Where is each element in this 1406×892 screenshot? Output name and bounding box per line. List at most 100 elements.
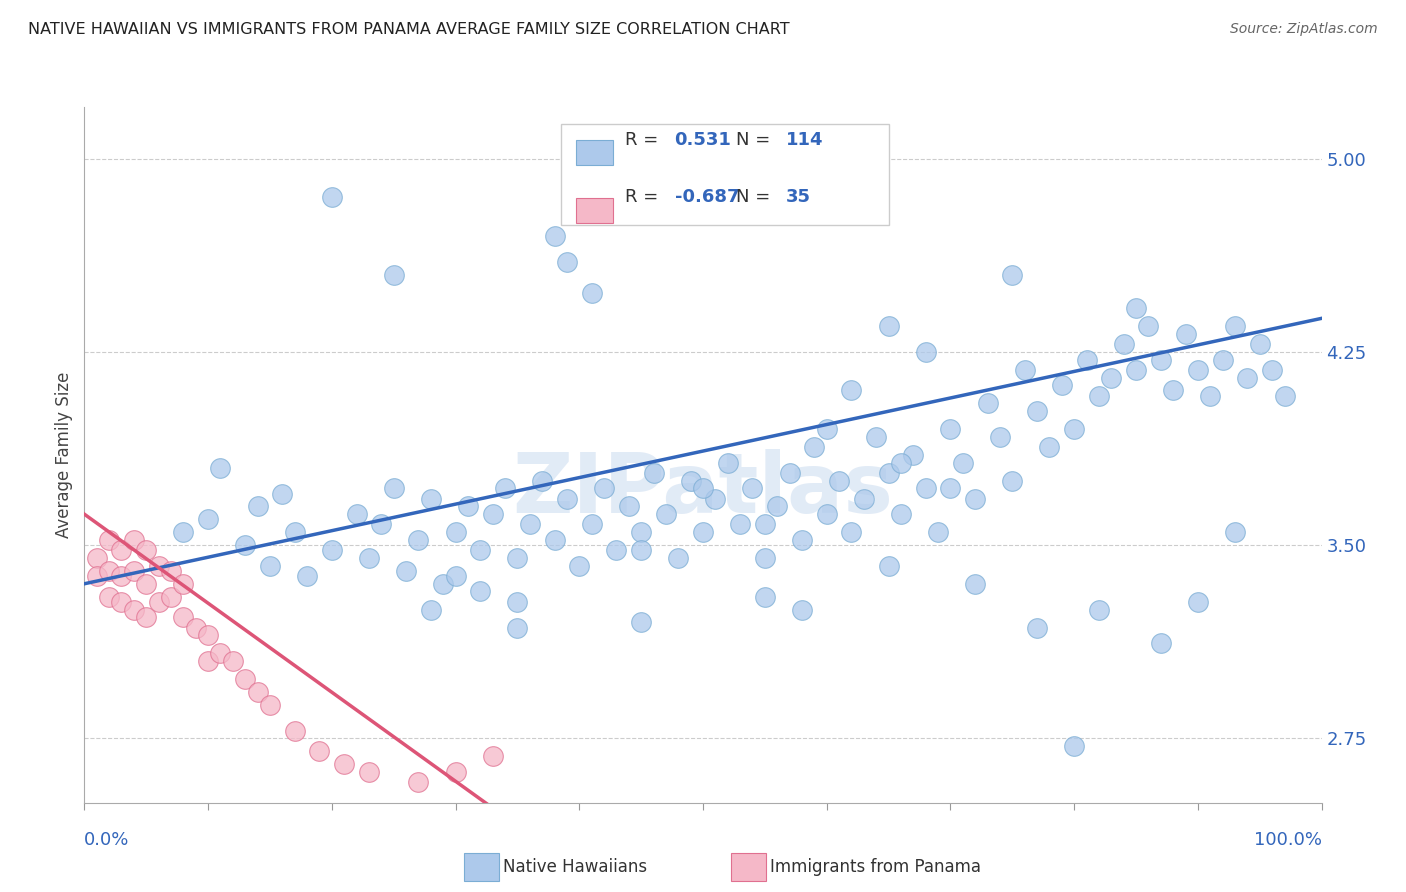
Point	[1137, 319, 1160, 334]
Point	[148, 558, 170, 573]
Text: 100.0%: 100.0%	[1254, 830, 1322, 848]
Point	[333, 757, 356, 772]
Point	[98, 590, 121, 604]
Point	[914, 344, 936, 359]
Point	[284, 723, 307, 738]
Point	[1014, 363, 1036, 377]
Text: N =: N =	[737, 188, 776, 206]
FancyBboxPatch shape	[561, 124, 889, 226]
Point	[122, 564, 145, 578]
Point	[432, 576, 454, 591]
Point	[1161, 384, 1184, 398]
Point	[346, 507, 368, 521]
Text: -0.687: -0.687	[675, 188, 740, 206]
Point	[370, 517, 392, 532]
Point	[519, 517, 541, 532]
Point	[1099, 370, 1122, 384]
Point	[815, 422, 838, 436]
Point	[803, 440, 825, 454]
Text: N =: N =	[737, 131, 776, 149]
Point	[172, 576, 194, 591]
Point	[110, 595, 132, 609]
Point	[1038, 440, 1060, 454]
Point	[1223, 525, 1246, 540]
Point	[1212, 352, 1234, 367]
Point	[209, 646, 232, 660]
Point	[1199, 389, 1222, 403]
Point	[555, 491, 578, 506]
Point	[679, 474, 702, 488]
Point	[903, 448, 925, 462]
Point	[865, 430, 887, 444]
Point	[1050, 378, 1073, 392]
Text: Source: ZipAtlas.com: Source: ZipAtlas.com	[1230, 22, 1378, 37]
Point	[877, 558, 900, 573]
Point	[655, 182, 678, 196]
Point	[828, 474, 851, 488]
Point	[1174, 326, 1197, 341]
Point	[630, 525, 652, 540]
Point	[1274, 389, 1296, 403]
Point	[160, 564, 183, 578]
Point	[1249, 337, 1271, 351]
Point	[1076, 352, 1098, 367]
Point	[135, 610, 157, 624]
Point	[86, 551, 108, 566]
Point	[395, 564, 418, 578]
Point	[976, 396, 998, 410]
Point	[110, 543, 132, 558]
Point	[1187, 595, 1209, 609]
Point	[1223, 319, 1246, 334]
Point	[222, 654, 245, 668]
Point	[197, 654, 219, 668]
Point	[382, 268, 405, 282]
FancyBboxPatch shape	[575, 198, 613, 223]
Point	[1063, 422, 1085, 436]
Point	[295, 569, 318, 583]
Point	[728, 517, 751, 532]
Point	[494, 482, 516, 496]
Point	[890, 456, 912, 470]
Point	[605, 543, 627, 558]
Point	[717, 456, 740, 470]
Point	[1112, 337, 1135, 351]
Point	[1187, 363, 1209, 377]
Text: Immigrants from Panama: Immigrants from Panama	[770, 858, 981, 876]
Point	[135, 576, 157, 591]
Point	[246, 500, 269, 514]
Point	[122, 602, 145, 616]
Point	[841, 384, 863, 398]
Point	[988, 430, 1011, 444]
Point	[815, 507, 838, 521]
Point	[197, 512, 219, 526]
Point	[655, 507, 678, 521]
Point	[666, 551, 689, 566]
Point	[506, 621, 529, 635]
Text: R =: R =	[626, 188, 664, 206]
Point	[543, 533, 565, 547]
Point	[779, 466, 801, 480]
Point	[98, 533, 121, 547]
Point	[86, 569, 108, 583]
Point	[259, 558, 281, 573]
Point	[506, 551, 529, 566]
Point	[581, 517, 603, 532]
Point	[717, 208, 740, 222]
Point	[754, 517, 776, 532]
Point	[630, 543, 652, 558]
Point	[754, 590, 776, 604]
Point	[704, 491, 727, 506]
Point	[122, 533, 145, 547]
Point	[160, 590, 183, 604]
Point	[741, 482, 763, 496]
Point	[852, 491, 875, 506]
Point	[209, 460, 232, 475]
Point	[308, 744, 330, 758]
Point	[197, 628, 219, 642]
Point	[1088, 389, 1111, 403]
Point	[939, 422, 962, 436]
Point	[692, 525, 714, 540]
Point	[1150, 352, 1173, 367]
Point	[841, 525, 863, 540]
Point	[1001, 474, 1024, 488]
